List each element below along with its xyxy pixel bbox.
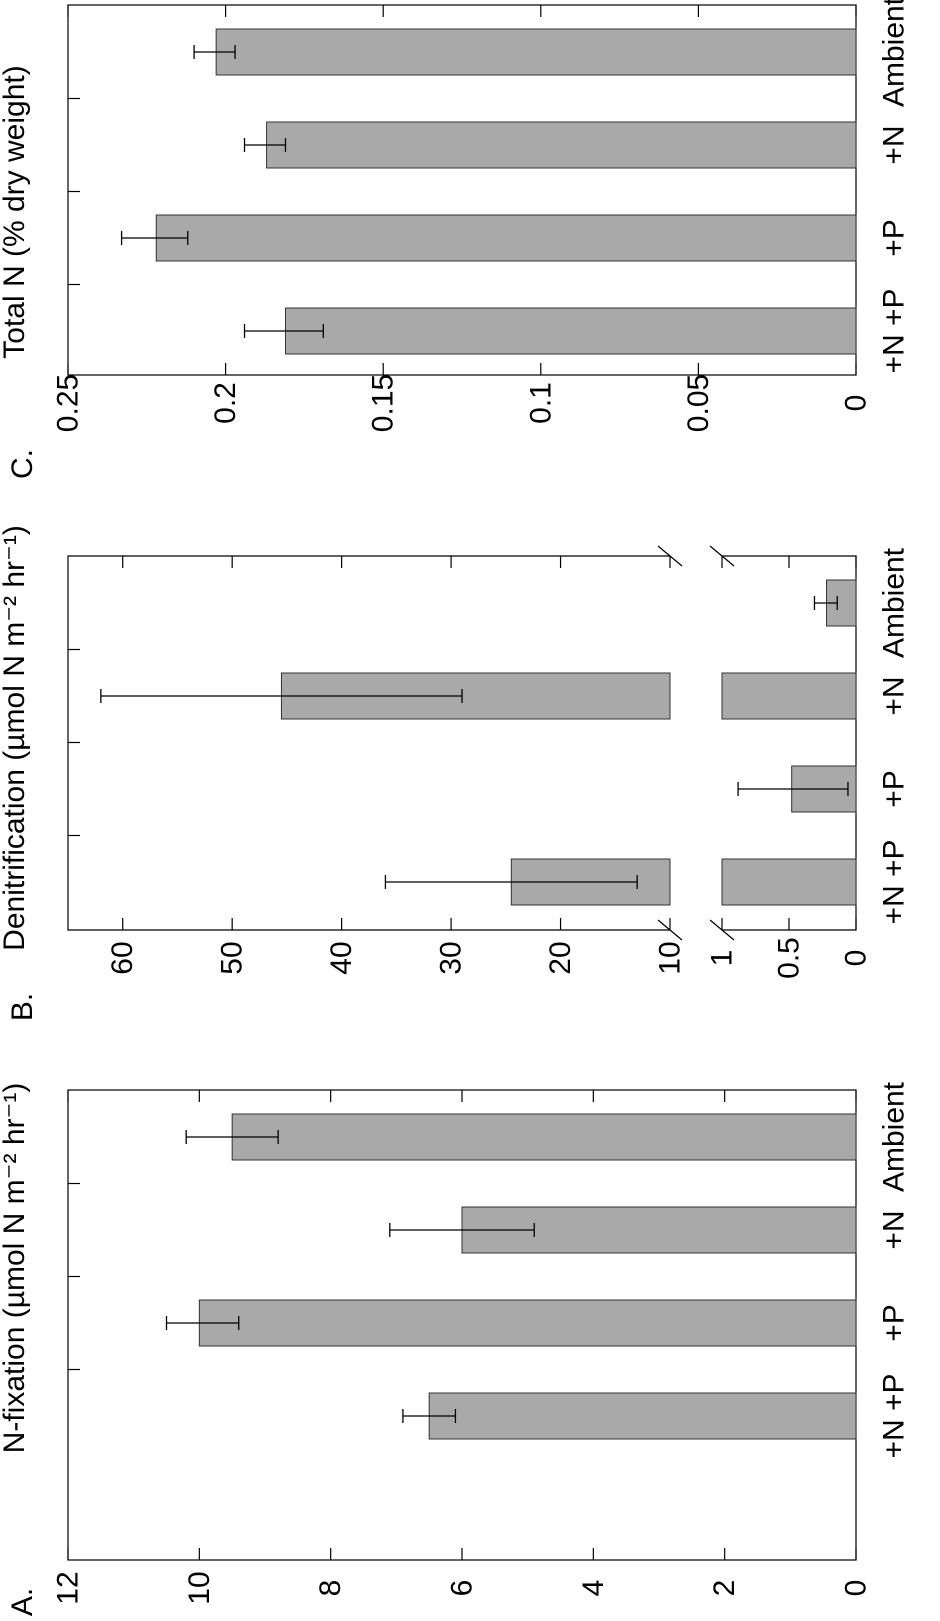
- panel-a-category-label: Ambient: [878, 1081, 911, 1192]
- panel-c-bar: [215, 28, 857, 76]
- panel-c-categories: Ambient +N +P +N +P: [878, 0, 911, 374]
- panel-b-category-label: +N +P: [878, 839, 911, 924]
- panel-a-bar: [231, 1113, 857, 1161]
- panel-c-plot-frame: [67, 4, 857, 376]
- panel-c: C. Total N (% dry weight) 0 0.05 0.1 0.15 0.…: [0, 0, 911, 479]
- panel-a-ticks: 0 2 4 6 8 10 12: [52, 1090, 873, 1605]
- panel-b-ylabel: Denitrification (µmol N m⁻² hr⁻¹): [0, 525, 31, 951]
- panel-c-ticks: 0 0.05 0.1 0.15 0.2 0.25: [52, 5, 873, 432]
- panel-b-category-label: +N: [878, 676, 911, 715]
- panel-a-tick-label: 10: [183, 1571, 216, 1604]
- panel-c-ylabel: Total N (% dry weight): [0, 65, 31, 358]
- panel-c-category-label: +P: [878, 219, 911, 257]
- panel-c-label: C.: [6, 449, 39, 479]
- panel-c-tick-label: 0: [840, 395, 873, 412]
- panel-c-category-label: +N +P: [878, 288, 911, 373]
- panel-b-tick-label: 1: [706, 950, 739, 967]
- panel-b-tick-label: 30: [435, 941, 468, 974]
- panel-b-categories: Ambient +N +P +N +P: [878, 547, 911, 924]
- panel-a-label: A.: [6, 1588, 39, 1616]
- panel-b-bar: [721, 858, 857, 906]
- panel-c-bar: [284, 307, 857, 355]
- panel-a-category-label: +P: [878, 1304, 911, 1342]
- panel-a-categories: Ambient +N +P +N +P: [878, 1081, 911, 1458]
- panel-c-bar: [266, 121, 857, 169]
- panel-b-ticks: 0 0.5 1 10 20 30 40 50 60: [106, 556, 873, 979]
- panel-a-tick-label: 12: [52, 1571, 85, 1604]
- panel-b-label: B.: [6, 993, 39, 1021]
- panel-b: B. Denitrification (µmol N m⁻² hr⁻¹) 0 0.…: [0, 525, 911, 1021]
- panel-b-tick-label: 60: [106, 941, 139, 974]
- panel-b-tick-label: 10: [654, 941, 687, 974]
- panel-a-tick-label: 4: [577, 1580, 610, 1597]
- panel-b-bar: [721, 672, 857, 720]
- panel-b-tick-label: 0.5: [773, 937, 806, 979]
- panel-c-tick-label: 0.25: [52, 374, 85, 432]
- panel-a-category-label: +N: [878, 1210, 911, 1249]
- panel-c-tick-label: 0.1: [524, 382, 557, 424]
- panel-a-category-label: +N +P: [878, 1373, 911, 1458]
- panel-a: A. N-fixation (µmol N m⁻² hr⁻¹) 0 2 4 6 8 10 1…: [0, 1081, 911, 1616]
- panel-c-tick-label: 0.05: [682, 374, 715, 432]
- panel-a-tick-label: 0: [840, 1580, 873, 1597]
- panel-b-tick-label: 40: [325, 941, 358, 974]
- panel-b-category-label: Ambient: [878, 547, 911, 658]
- panel-c-bars: [68, 28, 857, 355]
- panel-a-ylabel: N-fixation (µmol N m⁻² hr⁻¹): [0, 1083, 31, 1454]
- panel-b-category-label: +P: [878, 770, 911, 808]
- panel-a-tick-label: 8: [314, 1580, 347, 1597]
- panel-b-tick-label: 0: [840, 950, 873, 967]
- panel-c-tick-label: 0.15: [367, 374, 400, 432]
- panel-c-category-label: Ambient: [878, 0, 911, 107]
- panel-c-tick-label: 0.2: [209, 382, 242, 424]
- panel-b-tick-label: 50: [216, 941, 249, 974]
- panel-a-tick-label: 6: [446, 1580, 479, 1597]
- panel-b-tick-label: 20: [544, 941, 577, 974]
- panel-a-tick-label: 2: [708, 1580, 741, 1597]
- panel-a-bar: [428, 1392, 857, 1440]
- panel-b-bars: [68, 579, 857, 906]
- panel-c-category-label: +N: [878, 125, 911, 164]
- panel-a-bars: [68, 1113, 857, 1440]
- panel-c-bar: [155, 214, 857, 262]
- panel-a-bar: [198, 1299, 857, 1347]
